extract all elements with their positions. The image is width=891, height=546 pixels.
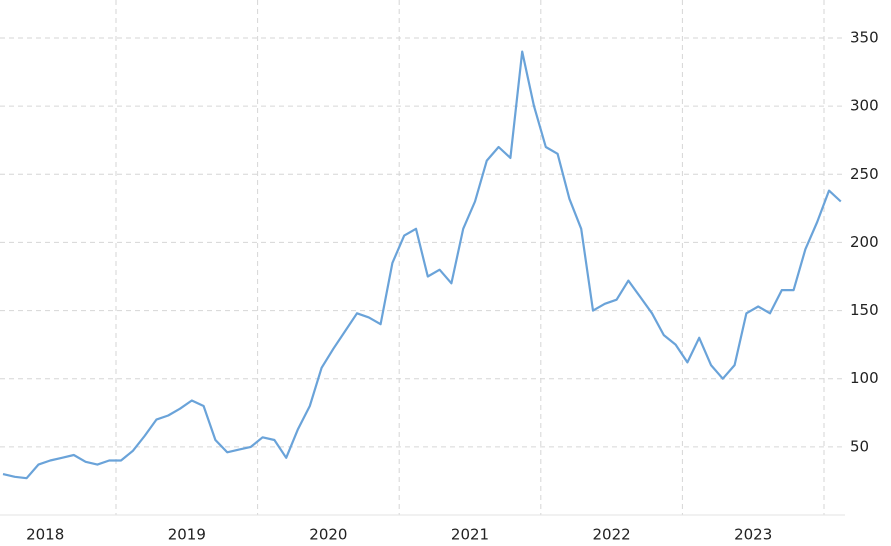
y-tick-label: 300 [850, 97, 879, 115]
x-tick-label: 2022 [593, 526, 631, 544]
y-tick-label: 100 [850, 369, 879, 387]
x-tick-label: 2021 [451, 526, 489, 544]
y-tick-label: 50 [850, 437, 869, 455]
x-tick-label: 2020 [309, 526, 347, 544]
x-tick-label: 2023 [734, 526, 772, 544]
y-tick-label: 250 [850, 165, 879, 183]
y-tick-label: 200 [850, 233, 879, 251]
x-tick-label: 2019 [168, 526, 206, 544]
x-tick-label: 2018 [26, 526, 64, 544]
y-tick-label: 150 [850, 301, 879, 319]
line-series [2, 50, 842, 480]
y-tick-label: 350 [850, 28, 879, 46]
